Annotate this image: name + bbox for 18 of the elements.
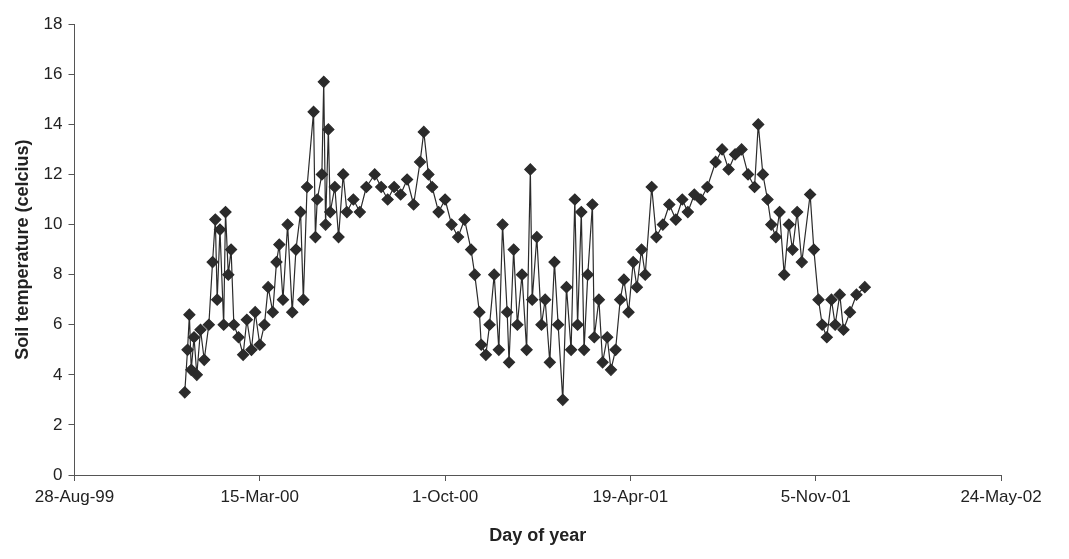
x-tick-label: 15-Mar-00 — [220, 486, 300, 506]
x-tick-label: 19-Apr-01 — [592, 486, 669, 506]
y-axis-title: Soil temperature (celcius) — [11, 139, 32, 360]
x-tick-label: 24-May-02 — [960, 486, 1042, 506]
y-tick-label: 6 — [53, 314, 63, 334]
y-tick-label: 12 — [43, 164, 63, 184]
y-tick-label: 10 — [43, 214, 63, 234]
y-tick-label: 14 — [43, 114, 63, 134]
x-tick-label: 5-Nov-01 — [780, 486, 851, 506]
x-tick-label: 1-Oct-00 — [412, 486, 479, 506]
y-tick-label: 18 — [43, 13, 63, 33]
y-tick-label: 2 — [53, 414, 63, 434]
x-tick-label: 28-Aug-99 — [34, 486, 115, 506]
y-tick-label: 16 — [43, 63, 63, 83]
y-tick-label: 8 — [53, 264, 63, 284]
x-axis-title: Day of year — [489, 525, 587, 546]
y-tick-label: 4 — [53, 364, 63, 384]
y-tick-label: 0 — [53, 464, 63, 484]
